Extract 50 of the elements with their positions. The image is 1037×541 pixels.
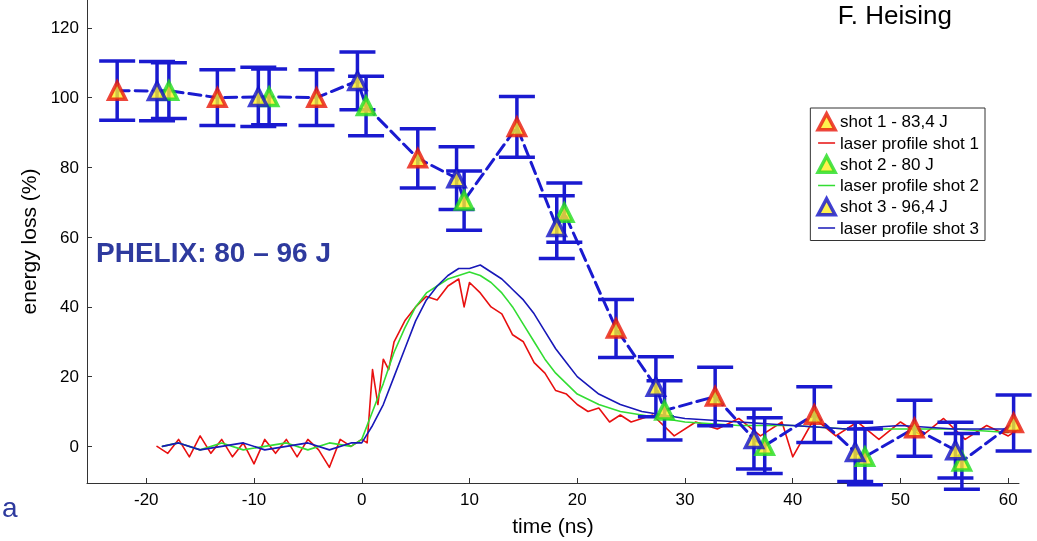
x-axis-title: time (ns) [512,514,594,537]
point [407,148,429,169]
legend-label: laser profile shot 3 [840,218,979,238]
legend-label: shot 2 - 80 J [840,154,934,174]
point [306,87,327,108]
y-tick-label: 0 [69,436,79,456]
point [654,400,675,421]
legend-label: shot 3 - 96,4 J [840,197,948,217]
point [453,190,475,211]
x-tick-label: 20 [567,490,587,509]
legend-label: laser profile shot 2 [840,176,979,195]
point [904,418,925,439]
y-tick-label: 120 [50,18,79,38]
text: a [2,491,18,523]
point [106,80,128,101]
x-tick-label: 50 [891,490,910,509]
point [207,87,228,108]
point [645,376,667,397]
y-tick-label: 80 [60,157,79,177]
point [347,70,368,92]
point [248,86,269,108]
x-tick-label: 40 [783,490,803,509]
annotation: PHELIX: 80 – 96 J [96,236,332,268]
point [804,404,825,425]
point [505,114,529,138]
point [844,441,866,463]
point [945,439,966,461]
x-tick-label: 30 [675,490,695,509]
y-tick-label: 100 [50,88,79,108]
y-tick-label: 20 [60,367,79,387]
point [743,428,765,450]
point [704,386,726,407]
annotation: F. Heising [837,0,952,30]
legend-label: shot 1 - 83,4 J [840,112,948,132]
point [354,93,378,117]
point [554,202,575,223]
y-tick-label: 40 [60,297,79,317]
x-tick-label: -10 [241,490,267,509]
point [446,167,467,189]
y-tick-label: 60 [60,227,79,247]
point [605,318,627,339]
point [1002,410,1025,434]
y-axis-title: energy loss (%) [17,168,40,315]
legend-label: laser profile shot 1 [840,133,979,153]
x-tick-label: -20 [133,490,159,509]
x-tick-label: 10 [460,490,479,509]
x-tick-label: 60 [998,490,1018,509]
point [546,216,568,238]
point [146,80,168,102]
x-tick-label: 0 [357,490,367,509]
